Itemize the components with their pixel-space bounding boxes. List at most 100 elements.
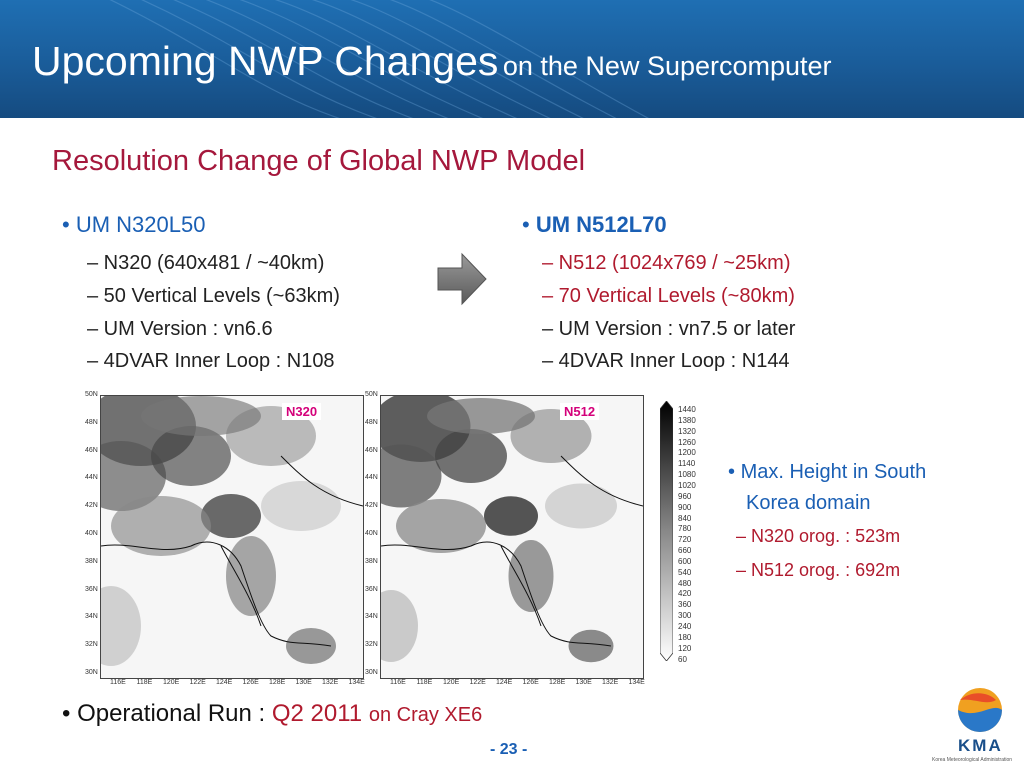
right-item-3: – UM Version : vn7.5 or later [542,318,796,340]
lat-tick-label: 32N [365,641,378,649]
lat-tick-label: 38N [365,557,378,565]
lat-tick-label: 42N [365,502,378,510]
colorbar-label: 720 [678,535,692,545]
lat-tick-label: 50N [85,391,98,398]
right-arrow-icon [437,252,487,306]
colorbar-label: 900 [678,502,692,512]
left-item-3: – UM Version : vn6.6 [87,318,273,340]
lat-tick-label: 44N [365,474,378,482]
map-label-n320: N320 [282,403,322,420]
lat-tick-label: 48N [365,418,378,426]
colorbar-label: 240 [678,622,692,631]
title-banner: Upcoming NWP Changes on the New Supercom… [0,0,1024,118]
lat-tick-label: 34N [85,613,98,621]
orography-map-n512 [380,395,644,679]
title-main: Upcoming NWP Changes [32,38,499,84]
operational-prefix: • Operational Run : [62,700,266,727]
lat-tick-label: 42N [85,502,98,510]
colorbar-label: 1380 [678,415,696,425]
lon-tick-label: 130E [575,679,592,686]
colorbar [660,401,673,661]
lat-tick-label: 40N [85,530,98,537]
banner-swirl-decoration [109,0,650,118]
lat-tick-label: 38N [85,557,98,565]
kma-emblem [958,688,1002,732]
slide-subtitle: Resolution Change of Global NWP Model [52,145,586,177]
colorbar-label: 1260 [678,437,696,447]
colorbar-label: 1440 [678,405,696,414]
left-item-2: – 50 Vertical Levels (~63km) [87,285,340,307]
lon-tick-label: 120E [443,679,460,686]
lon-tick-label: 116E [110,679,126,686]
lon-tick-label: 134E [628,679,645,686]
right-heading-text: UM N512L70 [535,212,667,237]
lon-tick-label: 128E [269,679,286,686]
colorbar-label: 1080 [678,470,696,480]
logo-subtext: Korea Meteorological Administration [932,757,1013,763]
side-note-text1: Max. Height in South [740,461,927,483]
map-label-n512: N512 [560,403,600,420]
right-heading: • UM N512L70 [522,212,667,238]
operational-date: Q2 2011 [271,700,363,727]
colorbar-label: 300 [678,611,692,621]
colorbar-label: 420 [678,589,692,599]
side-note-line1: • Max. Height in South [728,461,926,484]
logo-text: KMA [958,736,1003,755]
page-number: - 23 - [490,741,528,758]
lon-tick-label: 118E [416,679,433,686]
lat-tick-label: 46N [85,446,98,454]
right-heading-bullet: • [522,212,530,237]
colorbar-label: 660 [678,546,692,556]
lon-tick-label: 126E [242,679,259,686]
colorbar-label: 180 [678,632,692,642]
lat-tick-label: 36N [365,585,378,593]
side-note-bullet: • [728,461,736,483]
lat-tick-label: 50N [365,391,378,398]
lon-tick-label: 126E [522,679,539,686]
lon-tick-label: 122E [469,679,486,686]
right-item-1: – N512 (1024x769 / ~25km) [542,252,791,274]
page-title: Upcoming NWP Changes on the New Supercom… [32,38,832,85]
operational-run-line: • Operational Run : Q2 2011 on Cray XE6 [62,700,482,728]
side-note-line2: Korea domain [746,492,871,514]
left-heading: • UM N320L50 [62,212,206,237]
orography-map-n320 [100,395,364,679]
title-sub: on the New Supercomputer [502,51,832,81]
colorbar-label: 600 [678,556,692,566]
left-item-4: – 4DVAR Inner Loop : N108 [87,350,335,372]
lon-tick-label: 132E [602,679,619,686]
lat-tick-label: 30N [365,669,378,676]
lon-tick-label: 128E [549,679,566,686]
right-item-4: – 4DVAR Inner Loop : N144 [542,350,790,372]
lon-tick-label: 134E [348,679,365,686]
colorbar-label: 960 [678,491,692,501]
lon-tick-label: 124E [496,679,513,686]
lon-tick-label: 130E [295,679,312,686]
operational-platform: on Cray XE6 [368,704,483,726]
lon-tick-label: 122E [189,679,206,686]
lat-tick-label: 40N [365,530,378,537]
colorbar-label: 1320 [678,426,696,436]
colorbar-label: 540 [678,567,692,577]
lon-tick-label: 132E [322,679,339,686]
lat-tick-label: 36N [85,585,98,593]
colorbar-label: 840 [678,513,692,523]
colorbar-label: 120 [678,643,692,653]
lat-tick-label: 46N [365,446,378,454]
colorbar-label: 360 [678,600,692,610]
orography-shading [101,396,363,666]
left-item-1: – N320 (640x481 / ~40km) [87,252,325,274]
lon-tick-label: 124E [216,679,233,686]
side-note-n512-orog: – N512 orog. : 692m [736,560,901,580]
lon-tick-label: 116E [390,679,406,686]
colorbar-label: 780 [678,524,692,534]
lat-tick-label: 44N [85,474,98,482]
colorbar-label: 480 [678,578,692,588]
lat-tick-label: 34N [365,613,378,621]
lat-tick-label: 32N [85,641,98,649]
colorbar-label: 1200 [678,448,696,458]
orography-shading [381,396,643,663]
lon-tick-label: 120E [163,679,180,686]
colorbar-label: 1020 [678,480,696,490]
lon-tick-label: 118E [136,679,153,686]
